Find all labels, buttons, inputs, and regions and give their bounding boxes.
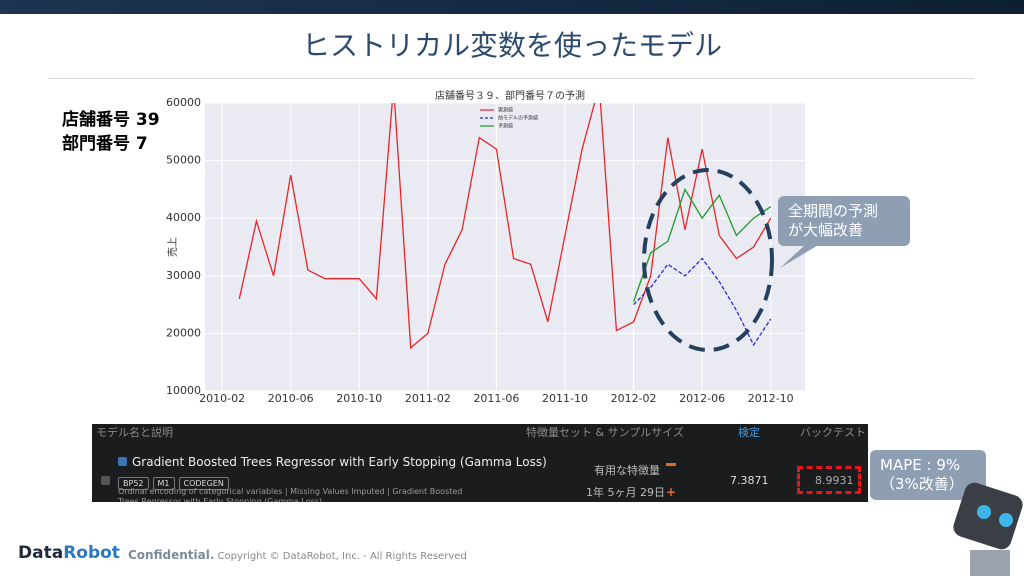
brand-data: Data [18, 543, 64, 563]
footer-text: Confidential. Copyright © DataRobot, Inc… [128, 548, 467, 562]
x-tick-label: 2011-10 [542, 392, 588, 405]
chart-callout: 全期間の予測 が大幅改善 [778, 196, 910, 246]
callout-line: が大幅改善 [788, 221, 864, 239]
x-tick-label: 2012-06 [679, 392, 725, 405]
divider [48, 78, 974, 79]
badge: CODEGEN [178, 477, 229, 490]
legend-label: 前モデルの予測値 [498, 115, 538, 122]
series-line [632, 187, 772, 302]
x-tick-label: 2010-02 [199, 392, 245, 405]
y-tick-label: 50000 [166, 154, 201, 167]
brand-robot: Robot [63, 543, 120, 563]
y-tick-label: 30000 [166, 269, 201, 282]
series-line [633, 257, 772, 347]
col-header: モデル名と説明 [96, 426, 173, 439]
backtest-score: 8.9931 [815, 474, 854, 487]
x-tick-label: 2011-06 [473, 392, 519, 405]
robot-illustration [953, 482, 1023, 576]
callout-pointer [780, 244, 820, 268]
legend-label: 実測値 [498, 107, 513, 114]
series-line [238, 103, 772, 350]
callout-line: 全期間の予測 [788, 202, 879, 220]
callout-line: MAPE : 9% [880, 456, 961, 474]
backtest-highlight [797, 466, 861, 494]
x-tick-label: 2010-10 [336, 392, 382, 405]
feature-icon [666, 463, 676, 466]
badges: BP52 M1 CODEGEN [118, 471, 233, 490]
row-checkbox[interactable] [101, 476, 110, 485]
col-header[interactable]: 検定 [738, 426, 760, 439]
store-labels: 店舗番号 39 部門番号 7 [62, 108, 160, 156]
model-name[interactable]: Gradient Boosted Trees Regressor with Ea… [132, 455, 547, 469]
y-tick-label: 40000 [166, 211, 201, 224]
python-icon [118, 457, 127, 466]
x-tick-label: 2010-06 [268, 392, 314, 405]
x-tick-label: 2011-02 [405, 392, 451, 405]
slide-title: ヒストリカル変数を使ったモデル [301, 29, 722, 62]
badge: BP52 [118, 477, 149, 490]
feature-set: 有用な特徴量 [594, 464, 660, 477]
add-icon[interactable]: + [666, 485, 677, 499]
x-tick-label: 2012-10 [748, 392, 794, 405]
brand: DataRobot [18, 543, 120, 563]
copyright: Copyright © DataRobot, Inc. - All Rights… [217, 551, 467, 562]
confidential: Confidential. [128, 548, 215, 562]
validation-score: 7.3871 [730, 474, 769, 487]
model-description: Ordinal encoding of categorical variable… [118, 487, 463, 502]
y-tick-label: 60000 [166, 96, 201, 109]
chart-title: 店舗番号３９、部門番号７の予測 [435, 89, 585, 102]
x-tick-label: 2012-02 [611, 392, 657, 405]
store-label: 店舗番号 39 [62, 110, 160, 130]
col-header: 特徴量セット & サンプルサイズ [526, 426, 684, 439]
top-bar [0, 0, 1024, 14]
dept-label: 部門番号 7 [62, 134, 148, 154]
plot-area [205, 103, 805, 391]
legend-label: 予測値 [498, 123, 513, 130]
sample-size: 1年 5ヶ月 29日 [586, 486, 665, 499]
col-header: バックテスト [800, 426, 866, 439]
y-tick-label: 20000 [166, 326, 201, 339]
badge: M1 [152, 477, 175, 490]
y-axis-label: 売上 [166, 237, 179, 257]
highlight-ellipse [642, 168, 774, 352]
callout-line: （3%改善） [880, 475, 964, 493]
model-table: モデル名と説明 特徴量セット & サンプルサイズ 検定 バックテスト Gradi… [92, 424, 868, 502]
chart: 店舗番号３９、部門番号７の予測 売上 10000 20000 30000 40000 5… [166, 89, 820, 405]
y-tick-label: 10000 [166, 384, 201, 397]
